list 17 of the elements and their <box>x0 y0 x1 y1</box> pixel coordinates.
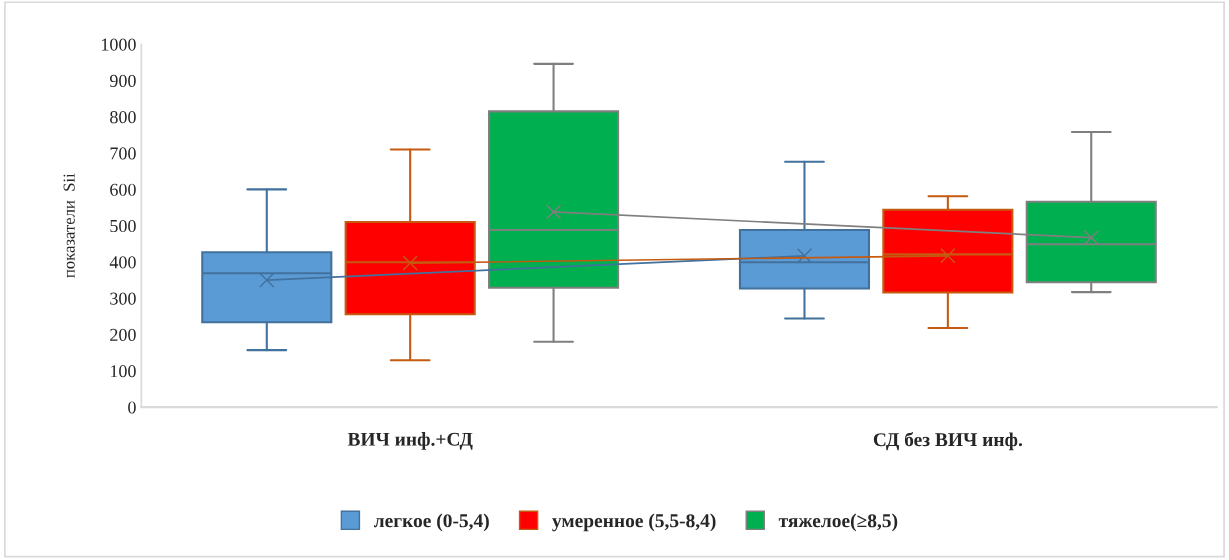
y-tick-label: 1000 <box>101 38 136 51</box>
y-tick-label: 700 <box>110 147 136 160</box>
legend-label: умеренное (5,5-8,4) <box>552 513 716 532</box>
y-tick-label: 600 <box>110 183 136 196</box>
y-tick-label: 500 <box>110 219 136 233</box>
y-tick-label: 400 <box>109 256 136 269</box>
x-tick-label: СД без ВИЧ инф. <box>873 432 1023 451</box>
legend-label: легкое (0-5,4) <box>373 513 489 532</box>
y-tick-label: 900 <box>109 74 136 87</box>
y-axis-title: показатели Sii <box>63 173 75 278</box>
y-tick-label: 100 <box>110 365 136 378</box>
x-tick-label: ВИЧ инф.+СД <box>347 432 473 450</box>
y-tick-label: 800 <box>110 111 136 124</box>
y-tick-label: 300 <box>110 292 136 305</box>
y-tick-label: 200 <box>110 328 136 341</box>
y-tick-label: 0 <box>128 401 136 414</box>
legend-label: тяжелое(≥8,5) <box>778 513 898 532</box>
